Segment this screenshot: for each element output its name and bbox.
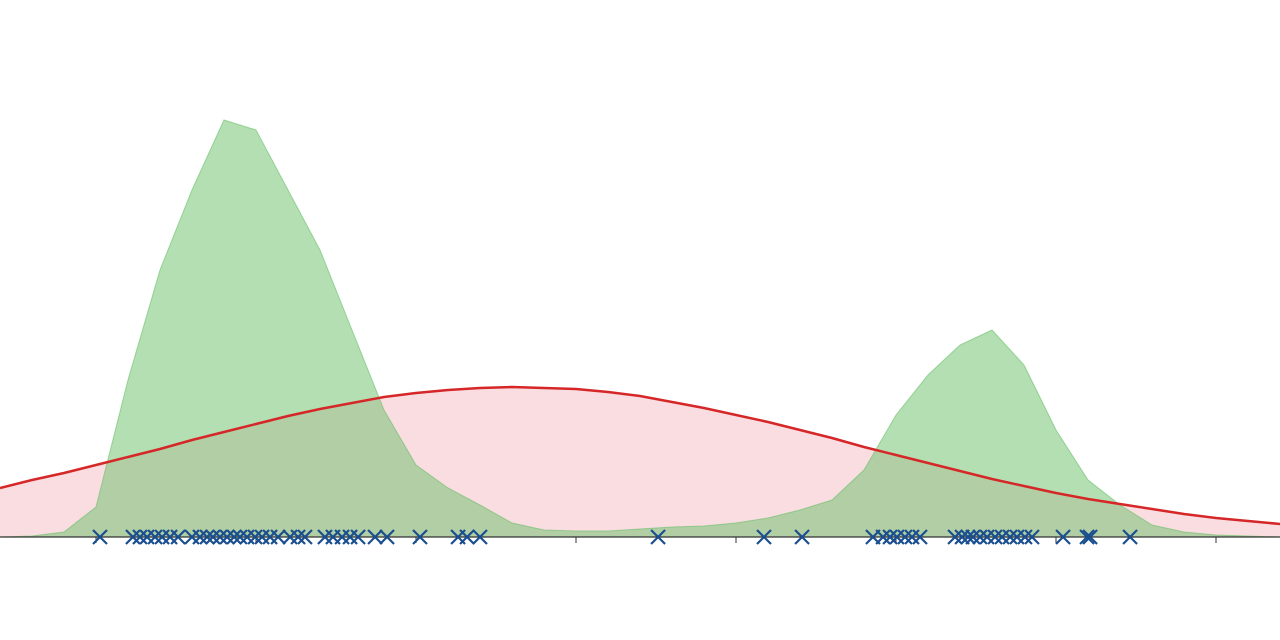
sample-marker [1017, 529, 1033, 545]
sample-marker [232, 529, 248, 545]
sample-marker [147, 529, 163, 545]
sample-marker [212, 529, 228, 545]
sample-marker [132, 529, 148, 545]
sample-marker [412, 529, 428, 545]
sample-marker [199, 529, 215, 545]
sample-marker [947, 529, 963, 545]
sample-marker [270, 529, 286, 545]
sample-marker [379, 529, 395, 545]
sample-marker [92, 529, 108, 545]
sample-marker [650, 529, 666, 545]
sample-marker [367, 529, 383, 545]
sample-marker [965, 529, 981, 545]
sample-marker [875, 529, 891, 545]
sample-marker [972, 529, 988, 545]
sample-marker [756, 529, 772, 545]
sample-marker [226, 529, 242, 545]
density-area [0, 119, 1280, 538]
sample-marker [350, 529, 366, 545]
sample-marker [987, 529, 1003, 545]
sample-marker [1055, 529, 1071, 545]
sample-marker [459, 529, 475, 545]
sample-marker [297, 529, 313, 545]
sample-marker [1082, 529, 1098, 545]
sample-marker [192, 529, 208, 545]
sample-marker [882, 529, 898, 545]
sample-marker [897, 529, 913, 545]
sample-marker [125, 529, 141, 545]
sample-marker [912, 529, 928, 545]
sample-marker [1024, 529, 1040, 545]
sample-marker [1079, 529, 1095, 545]
sample-marker [219, 529, 235, 545]
sample-marker [1002, 529, 1018, 545]
sample-marker [205, 529, 221, 545]
fit-line [0, 385, 1280, 526]
sample-marker [794, 529, 810, 545]
sample-marker [170, 529, 186, 545]
sample-marker [472, 529, 488, 545]
sample-marker [290, 529, 306, 545]
sample-marker [960, 529, 976, 545]
sample-marker [1122, 529, 1138, 545]
sample-marker [247, 529, 263, 545]
